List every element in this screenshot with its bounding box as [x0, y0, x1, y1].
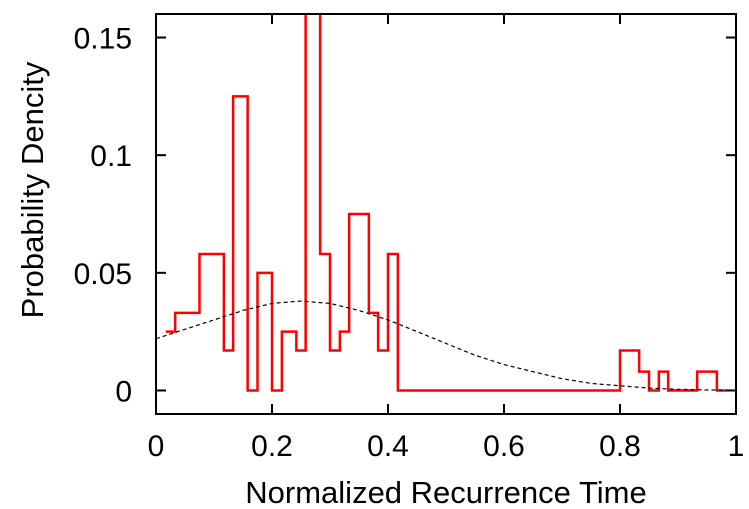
y-tick-label: 0 [115, 375, 132, 408]
y-tick-label: 0.05 [74, 258, 132, 291]
x-tick-label: 0.2 [251, 430, 293, 463]
x-tick-label: 1 [728, 430, 745, 463]
y-tick-label: 0.15 [74, 23, 132, 56]
histogram-step-line [165, 14, 727, 392]
x-tick-label: 0 [148, 430, 165, 463]
x-tick-label: 0.8 [599, 430, 641, 463]
fitted-distribution-curve [156, 300, 736, 391]
plot-frame [155, 13, 737, 415]
y-axis-label: Probability Dencity [15, 61, 50, 318]
x-tick-label: 0.4 [367, 430, 409, 463]
x-tick-label: 0.6 [483, 430, 525, 463]
y-tick-label: 0.1 [90, 140, 132, 173]
x-axis-label: Normalized Recurrence Time [245, 475, 646, 509]
